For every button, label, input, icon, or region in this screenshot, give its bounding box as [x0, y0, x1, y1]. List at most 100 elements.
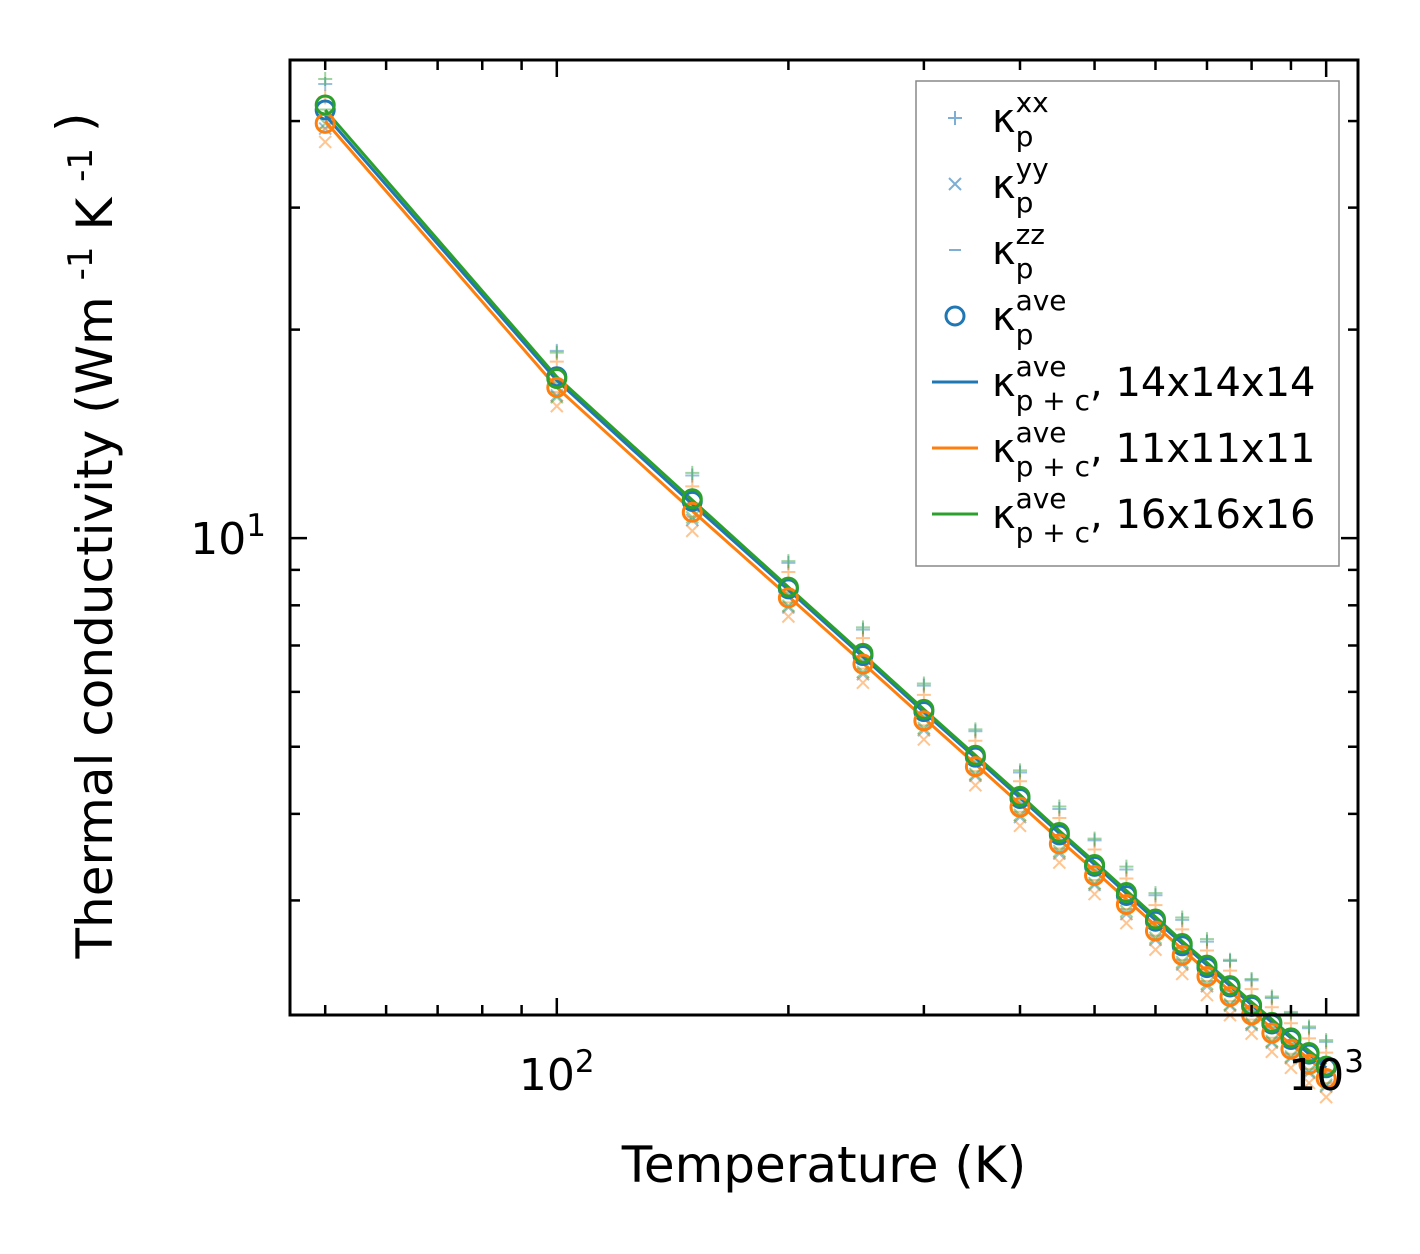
kave-point-11x11x11: [681, 501, 703, 523]
legend-kappa: κ: [992, 162, 1016, 208]
legend-superscript: zz: [1016, 218, 1045, 251]
kxx-point: [1319, 1034, 1334, 1049]
legend-kappa: κ: [992, 228, 1016, 274]
kyy-point: [1319, 1090, 1333, 1104]
data-layer: [314, 72, 1337, 1104]
kave-point-16x16x16: [913, 698, 935, 720]
kave-point-11x11x11: [852, 653, 874, 675]
y-axis-label-close: ): [46, 113, 104, 133]
legend-subscript: p + c: [1016, 516, 1090, 549]
kave-point-16x16x16: [1315, 1055, 1337, 1077]
kyy-point: [318, 135, 332, 149]
legend-x-marker: [948, 177, 962, 191]
kyy-point: [1175, 967, 1189, 981]
series-line-14x14x14: [324, 114, 1328, 1069]
y-axis-label-exp-1: -1: [61, 246, 101, 280]
legend-label: κzz p: [992, 218, 1045, 285]
kave-point-16x16x16: [1009, 785, 1031, 807]
kave-point-11x11x11: [1219, 986, 1241, 1008]
x-axis-label: Temperature (K): [621, 1136, 1026, 1194]
component-markers: [1244, 982, 1259, 1041]
kave-point-16x16x16: [1048, 821, 1070, 843]
legend-subscript: p + c: [1016, 450, 1090, 483]
kxx-point: [968, 722, 983, 737]
legend-label: κxx p: [992, 86, 1049, 153]
y-axis-label-kelvin: K: [66, 197, 124, 231]
kyy-point: [917, 732, 931, 747]
legend-kappa: κ: [992, 360, 1016, 406]
kxx-point: [1264, 989, 1279, 1004]
kyy-point: [1148, 930, 1163, 945]
y-tick-label-exp: 1: [246, 508, 266, 544]
kave-point-11x11x11: [1171, 944, 1193, 966]
kxx-point: [685, 468, 700, 483]
kave-point-11x11x11: [1261, 1022, 1283, 1044]
y-axis-label-exp-2: -1: [61, 148, 101, 182]
legend-mesh: , 11x11x11: [1090, 426, 1315, 472]
kave-point-11x11x11: [1048, 833, 1070, 855]
kave-point-11x11x11: [1115, 893, 1137, 915]
legend-kappa: κ: [992, 96, 1016, 142]
kyy-point: [968, 778, 983, 792]
kave-point-11x11x11: [1084, 864, 1106, 886]
legend-subscript: p: [1016, 252, 1034, 285]
kxx-point: [1199, 932, 1214, 947]
kyy-point: [917, 721, 931, 735]
legend-kappa: κ: [992, 426, 1016, 472]
kyy-point: [1052, 844, 1067, 858]
x-tick-label-base: 10: [519, 1050, 575, 1101]
kave-point-16x16x16: [1171, 932, 1193, 954]
kxx-point: [916, 678, 931, 693]
legend-superscript: ave: [1016, 416, 1067, 449]
kyy-point: [1284, 1061, 1298, 1075]
kyy-point: [1119, 904, 1134, 918]
kxx-point: [685, 465, 700, 480]
component-markers: [1264, 1000, 1279, 1059]
kxx-point: [1148, 888, 1163, 903]
kxx-point: [1087, 833, 1102, 848]
x-tick-label: 102: [519, 1044, 595, 1101]
kyy-point: [1119, 916, 1134, 930]
legend-subscript: p: [1016, 186, 1034, 219]
kyy-point: [1284, 1049, 1298, 1064]
kxx-point: [781, 554, 796, 569]
kyy-point: [1265, 1045, 1279, 1059]
component-markers: [549, 354, 564, 413]
kave-point-11x11x11: [1196, 965, 1218, 987]
kxx-point: [1199, 934, 1214, 949]
kxx-point: [855, 620, 870, 635]
y-axis-label-main: Thermal conductivity (Wm: [66, 296, 124, 959]
kxx-point: [549, 343, 564, 358]
legend-plus-marker: [948, 111, 962, 125]
kxx-point: [1087, 831, 1102, 846]
kave-point-16x16x16: [1298, 1041, 1320, 1063]
kave-point-11x11x11: [1144, 920, 1166, 942]
kyy-point: [1302, 1076, 1316, 1090]
kxx-point: [1302, 1019, 1317, 1034]
legend-mesh: , 16x16x16: [1090, 492, 1315, 538]
legend-label: κyy p: [992, 152, 1049, 219]
kxx-point: [1244, 982, 1259, 997]
kxx-point: [1013, 765, 1027, 780]
kxx-point: [1319, 1033, 1334, 1048]
kxx-point: [1244, 973, 1259, 988]
legend-label: κave p + c, 11x11x11: [992, 416, 1315, 483]
kyy-point: [1302, 1064, 1316, 1078]
kyy-point: [550, 399, 564, 413]
kxx-point: [1223, 952, 1238, 967]
legend-superscript: yy: [1016, 152, 1049, 185]
kyy-point: [1013, 819, 1027, 833]
kyy-point: [1244, 1026, 1259, 1041]
kave-point-16x16x16: [1084, 854, 1106, 876]
kxx-point: [1175, 910, 1190, 925]
kxx-point: [549, 345, 564, 360]
kave-point-16x16x16: [1280, 1027, 1302, 1049]
kyy-point: [968, 767, 983, 781]
kave-point-16x16x16: [852, 642, 874, 664]
y-axis-label: Thermal conductivity (Wm -1 K -1 ): [46, 113, 124, 960]
kyy-point: [1148, 942, 1163, 957]
kxx-point: [968, 724, 983, 739]
kyy-point: [1319, 1077, 1333, 1092]
kxx-point: [1148, 886, 1163, 901]
